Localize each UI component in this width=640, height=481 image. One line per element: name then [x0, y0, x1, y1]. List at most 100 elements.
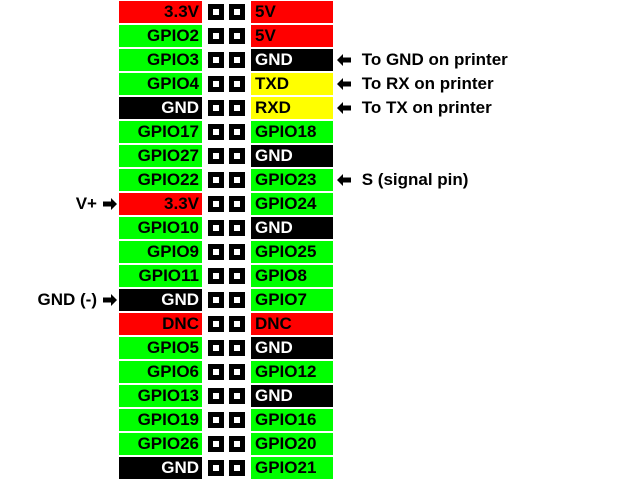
- pin-square-icon: [229, 148, 245, 164]
- right-pin-label: GND: [251, 145, 333, 167]
- pin-square-icon: [208, 28, 224, 44]
- right-pin-label: 5V: [251, 1, 333, 23]
- right-pin-label: GPIO25: [251, 241, 333, 263]
- left-pin-label: 3.3V: [119, 1, 202, 23]
- annotation-text: GND (-): [37, 290, 97, 309]
- pin-square-icon: [208, 412, 224, 428]
- pin-row: DNC DNC: [0, 313, 640, 337]
- left-annotation: V+: [76, 193, 117, 215]
- left-pin-label: GPIO3: [119, 49, 202, 71]
- pin-row: 3.3V 5V: [0, 1, 640, 25]
- pin-square-icon: [208, 196, 224, 212]
- pin-square-icon: [229, 28, 245, 44]
- pin-row: GPIO13 GND: [0, 385, 640, 409]
- left-pin-label: GPIO19: [119, 409, 202, 431]
- pin-square-icon: [229, 268, 245, 284]
- pin-square-icon: [208, 292, 224, 308]
- right-arrow-icon: [103, 193, 117, 215]
- pin-square-icon: [229, 388, 245, 404]
- pin-row: GND GPIO7 GND (-): [0, 289, 640, 313]
- annotation-text: S (signal pin): [357, 170, 469, 189]
- pin-row: GPIO11 GPIO8: [0, 265, 640, 289]
- right-pin-label: TXD: [251, 73, 333, 95]
- pin-square-icon: [208, 316, 224, 332]
- pin-square-icon: [229, 364, 245, 380]
- pin-square-icon: [229, 316, 245, 332]
- left-pin-label: GPIO10: [119, 217, 202, 239]
- right-pin-label: GPIO8: [251, 265, 333, 287]
- right-pin-label: GPIO7: [251, 289, 333, 311]
- pin-row: GPIO26 GPIO20: [0, 433, 640, 457]
- pin-square-icon: [208, 4, 224, 20]
- left-arrow-icon: [337, 49, 351, 71]
- pin-square-icon: [229, 4, 245, 20]
- pin-row: GPIO17 GPIO18: [0, 121, 640, 145]
- pin-row: GPIO27 GND: [0, 145, 640, 169]
- pin-row: GPIO5 GND: [0, 337, 640, 361]
- pin-square-icon: [229, 340, 245, 356]
- left-pin-label: GPIO17: [119, 121, 202, 143]
- annotation-text: To GND on printer: [357, 50, 508, 69]
- pin-square-icon: [208, 268, 224, 284]
- left-pin-label: GND: [119, 289, 202, 311]
- pin-row: GPIO4 TXD To RX on printer: [0, 73, 640, 97]
- pin-square-icon: [208, 388, 224, 404]
- pin-square-icon: [208, 340, 224, 356]
- left-pin-label: GPIO11: [119, 265, 202, 287]
- left-pin-label: GPIO27: [119, 145, 202, 167]
- pin-square-icon: [229, 196, 245, 212]
- right-pin-label: RXD: [251, 97, 333, 119]
- right-pin-label: GND: [251, 337, 333, 359]
- pin-row: GPIO2 5V: [0, 25, 640, 49]
- pin-square-icon: [229, 100, 245, 116]
- right-pin-label: GPIO24: [251, 193, 333, 215]
- left-pin-label: GPIO6: [119, 361, 202, 383]
- pin-row: GPIO19 GPIO16: [0, 409, 640, 433]
- right-pin-label: GPIO18: [251, 121, 333, 143]
- left-pin-label: GPIO5: [119, 337, 202, 359]
- left-pin-label: GPIO4: [119, 73, 202, 95]
- right-pin-label: DNC: [251, 313, 333, 335]
- pin-square-icon: [229, 76, 245, 92]
- right-pin-label: GND: [251, 385, 333, 407]
- pin-row: GPIO22 GPIO23 S (signal pin): [0, 169, 640, 193]
- pin-row: GPIO9 GPIO25: [0, 241, 640, 265]
- pin-row: 3.3V GPIO24 V+: [0, 193, 640, 217]
- left-pin-label: GPIO22: [119, 169, 202, 191]
- left-pin-label: 3.3V: [119, 193, 202, 215]
- pin-square-icon: [208, 436, 224, 452]
- right-pin-label: GPIO23: [251, 169, 333, 191]
- pin-square-icon: [208, 244, 224, 260]
- right-annotation: S (signal pin): [337, 169, 468, 191]
- right-pin-label: GPIO20: [251, 433, 333, 455]
- annotation-text: V+: [75, 194, 97, 213]
- left-arrow-icon: [337, 73, 351, 95]
- pin-square-icon: [229, 124, 245, 140]
- left-pin-label: GPIO9: [119, 241, 202, 263]
- left-pin-label: GPIO2: [119, 25, 202, 47]
- right-pin-label: GPIO12: [251, 361, 333, 383]
- pin-square-icon: [208, 52, 224, 68]
- pin-row: GPIO3 GND To GND on printer: [0, 49, 640, 73]
- pin-square-icon: [229, 436, 245, 452]
- right-pin-label: GPIO21: [251, 457, 333, 479]
- right-pin-label: GND: [251, 49, 333, 71]
- pin-square-icon: [229, 52, 245, 68]
- pin-square-icon: [208, 148, 224, 164]
- pin-square-icon: [229, 460, 245, 476]
- pin-row: GND RXD To TX on printer: [0, 97, 640, 121]
- right-annotation: To RX on printer: [337, 73, 494, 95]
- pin-square-icon: [208, 172, 224, 188]
- right-annotation: To GND on printer: [337, 49, 508, 71]
- left-pin-label: DNC: [119, 313, 202, 335]
- right-annotation: To TX on printer: [337, 97, 492, 119]
- pin-square-icon: [208, 460, 224, 476]
- annotation-text: To TX on printer: [357, 98, 492, 117]
- pin-square-icon: [208, 124, 224, 140]
- right-pin-label: GND: [251, 217, 333, 239]
- pin-square-icon: [229, 412, 245, 428]
- left-pin-label: GPIO13: [119, 385, 202, 407]
- pin-row: GPIO6 GPIO12: [0, 361, 640, 385]
- pin-square-icon: [208, 100, 224, 116]
- annotation-text: To RX on printer: [357, 74, 494, 93]
